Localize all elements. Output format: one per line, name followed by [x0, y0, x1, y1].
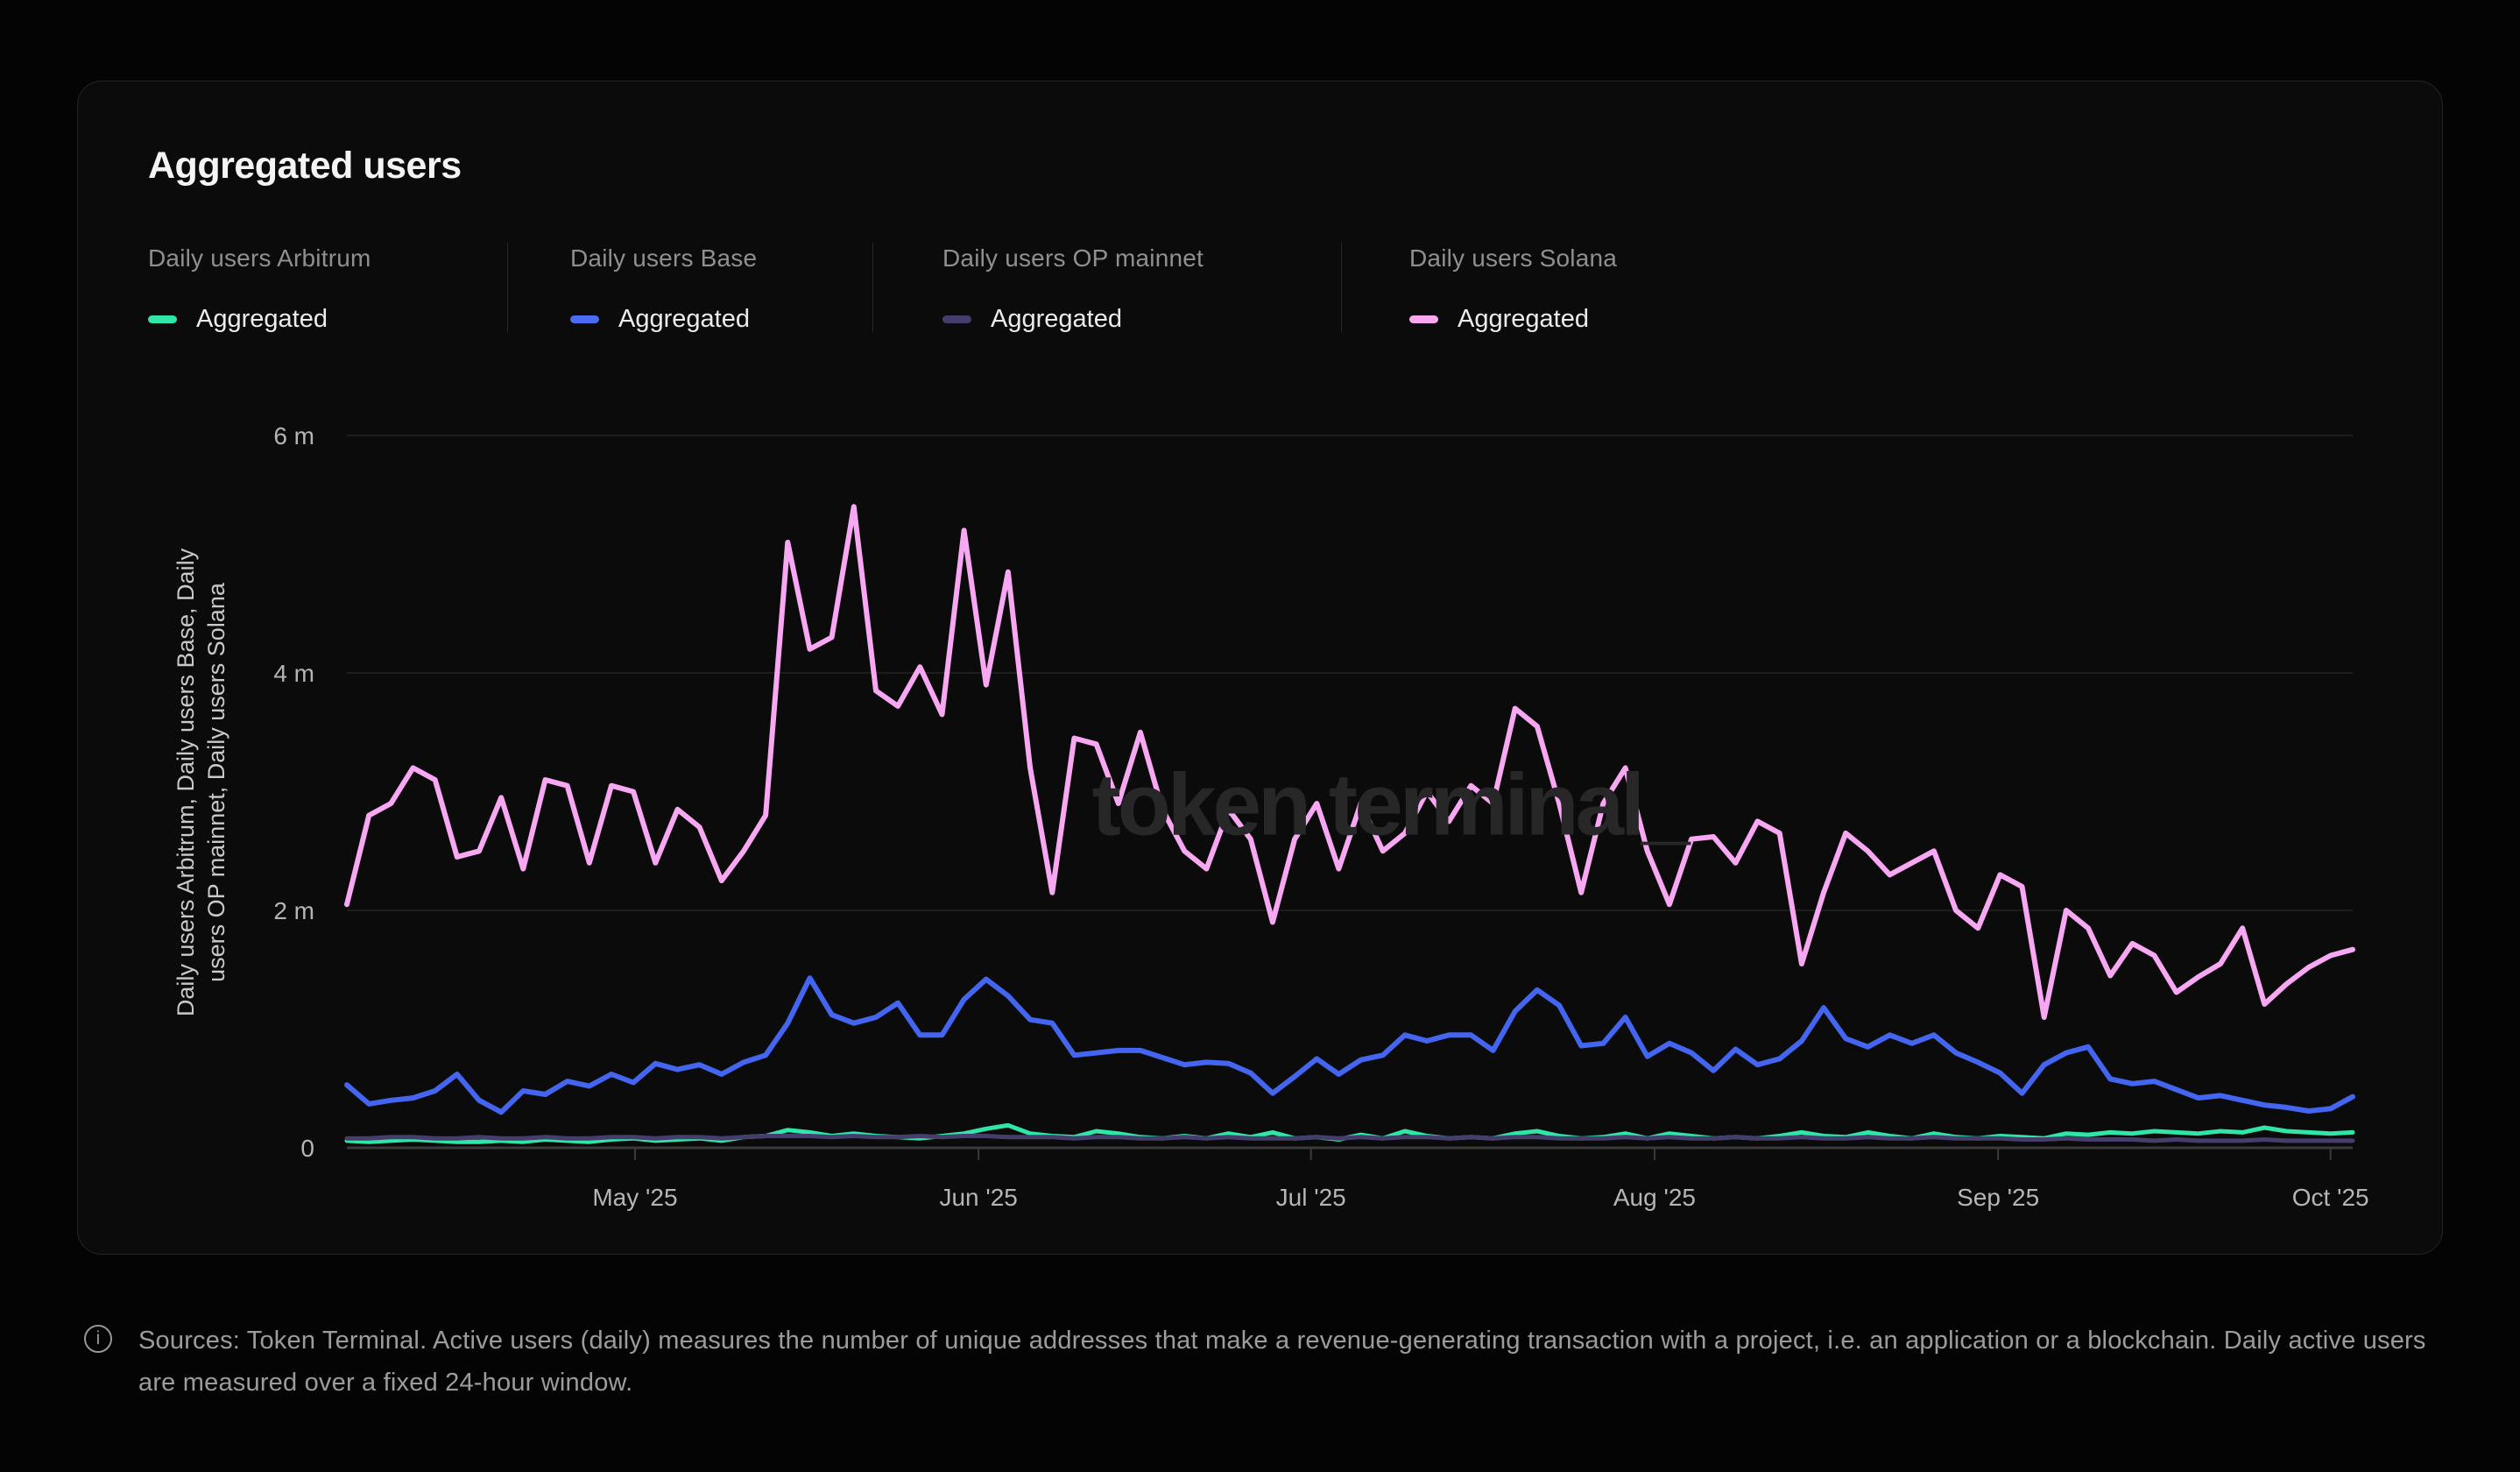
y-axis-label: Daily users Arbitrum, Daily users Base, … — [173, 548, 229, 1017]
legend-group-title: Daily users OP mainnet — [942, 244, 1204, 272]
chart-line-solana — [344, 504, 2355, 1020]
source-note: i Sources: Token Terminal. Active users … — [84, 1320, 2458, 1404]
legend-item-solana-aggregated[interactable]: Aggregated — [1409, 302, 1617, 336]
legend-group-title: Daily users Arbitrum — [148, 244, 371, 272]
legend-item-arbitrum-aggregated[interactable]: Aggregated — [148, 302, 371, 336]
x-tick-label: Oct '25 — [2292, 1184, 2369, 1211]
legend-group-base: Daily users Base Aggregated — [570, 244, 757, 336]
legend-divider — [872, 243, 873, 332]
chart-plot-area[interactable]: 0 2 m 4 m 6 m May '25 Jun '25 Jul '25 Aug '25 Se… — [78, 81, 2444, 1256]
legend-group-title: Daily users Solana — [1409, 244, 1618, 272]
legend-swatch-arbitrum — [148, 315, 177, 323]
legend-group-solana: Daily users Solana Aggregated — [1409, 244, 1617, 336]
chart-title: Aggregated users — [148, 145, 462, 187]
x-tick-label: May '25 — [592, 1184, 677, 1211]
legend-group-op-mainnet: Daily users OP mainnet Aggregated — [942, 244, 1204, 336]
legend-item-base-aggregated[interactable]: Aggregated — [570, 302, 757, 336]
source-note-text: Sources: Token Terminal. Active users (d… — [138, 1327, 2426, 1397]
legend-item-op-mainnet-aggregated[interactable]: Aggregated — [942, 302, 1204, 336]
legend-swatch-solana — [1409, 315, 1438, 323]
legend-swatch-base — [570, 315, 599, 323]
x-tick-label: Sep '25 — [1957, 1184, 2039, 1211]
chart-card: Aggregated users Daily users Arbitrum Ag… — [77, 81, 2443, 1255]
legend-divider — [1341, 243, 1342, 332]
legend-group-arbitrum: Daily users Arbitrum Aggregated — [148, 244, 371, 336]
legend-group-title: Daily users Base — [570, 244, 758, 272]
x-tick-label: Jul '25 — [1276, 1184, 1346, 1211]
y-tick-label: 6 m — [273, 422, 314, 449]
legend-item-label: Aggregated — [991, 304, 1122, 333]
y-tick-label: 2 m — [273, 897, 314, 924]
x-tick-label: Aug '25 — [1613, 1184, 1696, 1211]
info-icon[interactable]: i — [84, 1325, 112, 1353]
legend-item-label: Aggregated — [196, 304, 328, 333]
x-tick-label: Jun '25 — [939, 1184, 1017, 1211]
legend-divider — [507, 243, 508, 332]
chart-line-base — [344, 975, 2355, 1115]
legend-item-label: Aggregated — [1458, 304, 1589, 333]
chart-line-op — [344, 1134, 2355, 1143]
y-tick-label: 4 m — [273, 660, 314, 687]
legend-item-label: Aggregated — [618, 304, 750, 333]
y-tick-label: 0 — [300, 1135, 314, 1162]
legend-swatch-op-mainnet — [942, 315, 971, 323]
